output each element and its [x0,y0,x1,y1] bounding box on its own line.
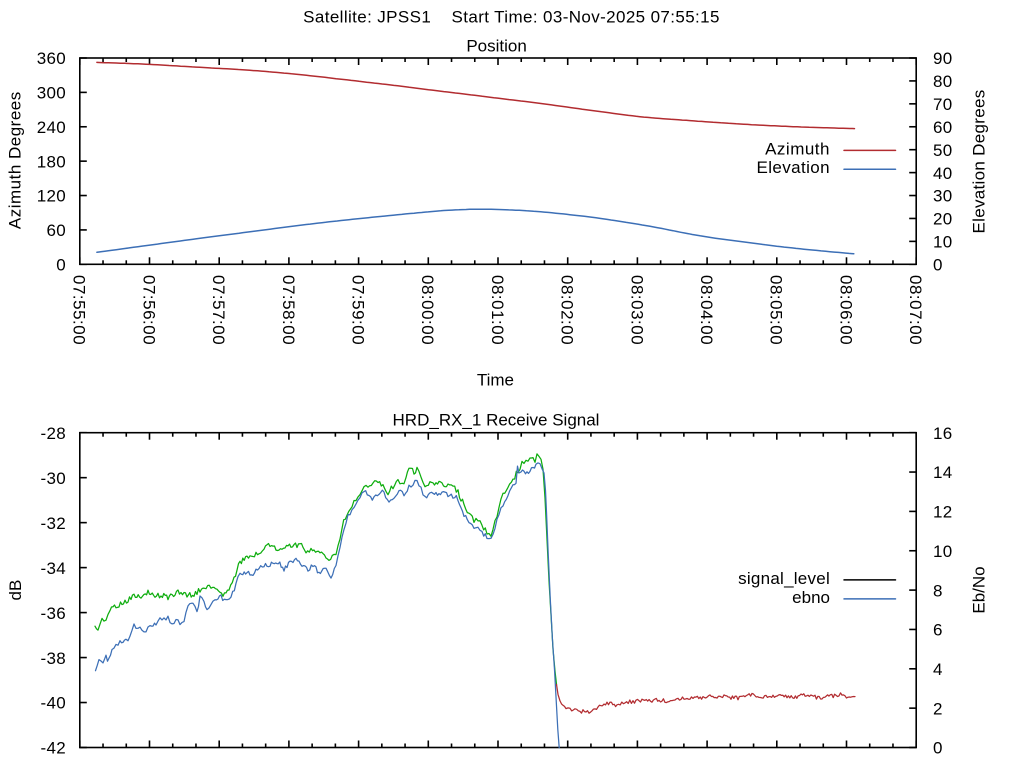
svg-text:08:07:00: 08:07:00 [906,275,925,345]
svg-text:300: 300 [37,84,66,103]
svg-text:08:04:00: 08:04:00 [697,275,716,345]
svg-text:10: 10 [933,233,953,252]
svg-text:08:02:00: 08:02:00 [558,275,577,345]
svg-text:07:58:00: 07:58:00 [279,275,298,345]
svg-text:-36: -36 [41,604,66,623]
svg-text:Eb/No: Eb/No [970,566,989,613]
svg-text:6: 6 [933,621,943,640]
svg-text:08:03:00: 08:03:00 [627,275,646,345]
svg-text:0: 0 [933,739,943,758]
svg-text:12: 12 [933,503,953,522]
svg-text:08:06:00: 08:06:00 [836,275,855,345]
svg-text:180: 180 [37,152,66,171]
svg-text:240: 240 [37,118,66,137]
svg-text:50: 50 [933,141,953,160]
svg-text:Time: Time [477,370,514,389]
svg-text:2: 2 [933,699,943,718]
svg-text:08:05:00: 08:05:00 [767,275,786,345]
svg-text:-30: -30 [41,469,66,488]
svg-text:Azimuth: Azimuth [765,139,830,158]
svg-text:-32: -32 [41,514,66,533]
svg-text:0: 0 [933,256,943,275]
svg-text:Elevation: Elevation [756,158,830,177]
svg-text:40: 40 [933,164,953,183]
svg-text:8: 8 [933,581,943,600]
svg-text:07:56:00: 07:56:00 [139,275,158,345]
svg-text:30: 30 [933,187,953,206]
svg-text:Elevation Degrees: Elevation Degrees [970,89,989,233]
svg-text:14: 14 [933,463,953,482]
svg-text:16: 16 [933,424,953,443]
svg-text:4: 4 [933,660,943,679]
svg-text:08:01:00: 08:01:00 [488,275,507,345]
svg-text:20: 20 [933,210,953,229]
svg-text:-42: -42 [41,739,66,758]
svg-text:08:00:00: 08:00:00 [418,275,437,345]
svg-text:-38: -38 [41,649,66,668]
svg-text:-34: -34 [41,559,66,578]
svg-text:Azimuth Degrees: Azimuth Degrees [6,91,25,229]
svg-text:07:55:00: 07:55:00 [70,275,89,345]
svg-text:70: 70 [933,95,953,114]
svg-text:0: 0 [56,256,66,275]
svg-text:HRD_RX_1 Receive Signal: HRD_RX_1 Receive Signal [393,410,600,429]
svg-text:-40: -40 [41,694,66,713]
svg-text:07:59:00: 07:59:00 [349,275,368,345]
svg-text:60: 60 [46,221,66,240]
svg-text:10: 10 [933,542,953,561]
svg-text:07:57:00: 07:57:00 [209,275,228,345]
svg-text:360: 360 [37,49,66,68]
svg-text:-28: -28 [41,424,66,443]
svg-text:Position: Position [466,37,526,56]
svg-text:dB: dB [6,580,25,601]
svg-text:120: 120 [37,187,66,206]
svg-text:signal_level: signal_level [738,569,830,588]
svg-text:ebno: ebno [792,588,830,607]
svg-text:60: 60 [933,118,953,137]
svg-text:90: 90 [933,49,953,68]
svg-text:80: 80 [933,72,953,91]
svg-text:Satellite: JPSS1 Start Time: Satellite: JPSS1 Start Time: 03-Nov-2025… [303,8,720,27]
